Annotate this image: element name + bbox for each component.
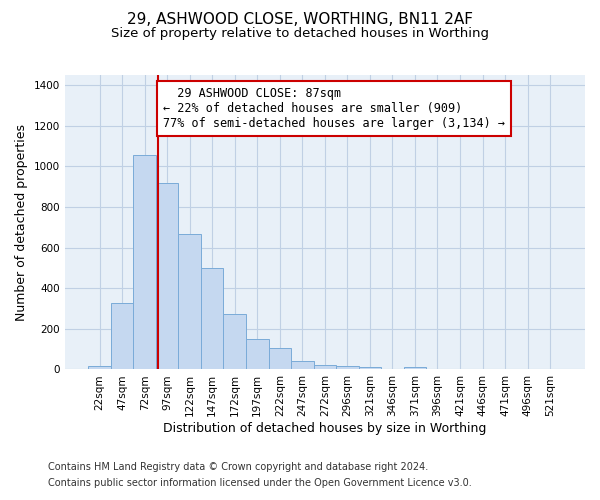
Bar xyxy=(111,303,133,370)
Text: Contains HM Land Registry data © Crown copyright and database right 2024.: Contains HM Land Registry data © Crown c… xyxy=(48,462,428,472)
Bar xyxy=(291,362,314,370)
Y-axis label: Number of detached properties: Number of detached properties xyxy=(15,124,28,320)
Text: 29 ASHWOOD CLOSE: 87sqm
← 22% of detached houses are smaller (909)
77% of semi-d: 29 ASHWOOD CLOSE: 87sqm ← 22% of detache… xyxy=(163,87,505,130)
Bar xyxy=(88,366,111,370)
Bar xyxy=(133,154,156,370)
Bar xyxy=(156,182,178,370)
Bar xyxy=(269,348,291,370)
Bar xyxy=(359,368,381,370)
Bar xyxy=(178,234,201,370)
Text: 29, ASHWOOD CLOSE, WORTHING, BN11 2AF: 29, ASHWOOD CLOSE, WORTHING, BN11 2AF xyxy=(127,12,473,28)
Bar xyxy=(404,367,426,370)
Bar xyxy=(223,314,246,370)
Bar xyxy=(201,268,223,370)
Bar xyxy=(336,366,359,370)
Text: Contains public sector information licensed under the Open Government Licence v3: Contains public sector information licen… xyxy=(48,478,472,488)
Bar xyxy=(246,339,269,370)
Text: Size of property relative to detached houses in Worthing: Size of property relative to detached ho… xyxy=(111,28,489,40)
X-axis label: Distribution of detached houses by size in Worthing: Distribution of detached houses by size … xyxy=(163,422,487,435)
Bar xyxy=(314,365,336,370)
